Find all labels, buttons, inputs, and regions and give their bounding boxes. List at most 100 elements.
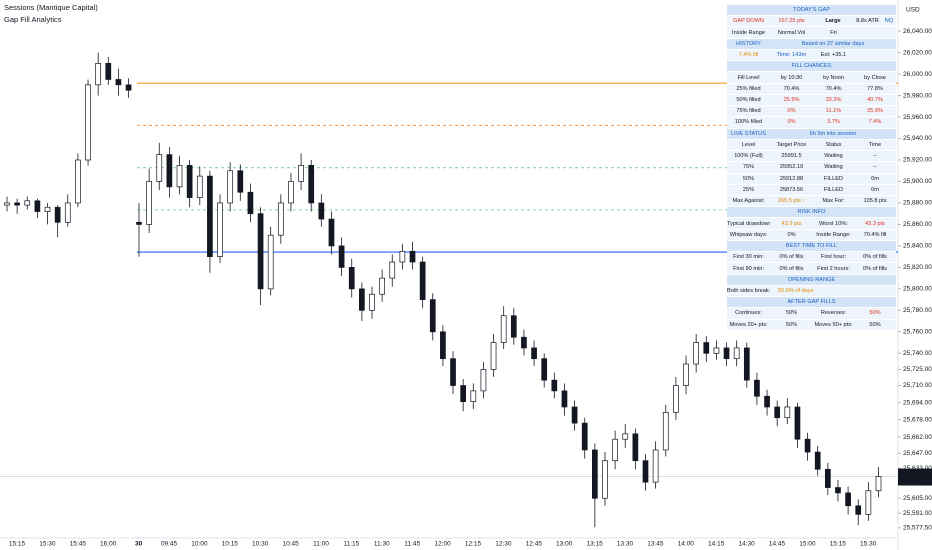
table-header-row: FILL CHANCES <box>727 61 896 73</box>
candle-body <box>561 390 568 408</box>
table-cell: 75% filled <box>736 108 761 115</box>
candle-body <box>814 451 821 470</box>
y-tick-label: 25,780.00 <box>903 307 932 314</box>
table-cell: 25952.19 <box>779 164 804 171</box>
candle-body <box>683 363 689 386</box>
candle-body <box>480 369 487 392</box>
y-tick-label: 25,647.00 <box>903 450 932 457</box>
x-tick-label: 16:00 <box>100 541 117 548</box>
y-tick-label: 25,678.00 <box>903 417 932 424</box>
table-cell: 11.1% <box>825 108 842 115</box>
table-cell: Typical drawdown: <box>727 220 770 227</box>
table-cell: 7.4% fill <box>738 52 759 59</box>
y-tick-label: 25,860.00 <box>903 221 932 228</box>
candle-body <box>490 342 497 370</box>
table-cell: 0% of fills <box>863 254 887 261</box>
x-tick-label: 14:45 <box>769 541 786 548</box>
x-tick-label: 10:30 <box>252 541 269 548</box>
table-cell: Max For: <box>822 198 845 205</box>
countdown-label: 00:57 <box>901 477 918 484</box>
table-cell: 55.6% of days <box>778 287 814 294</box>
table-header-row: RISK INFO <box>727 207 896 219</box>
table-cell: 50% <box>785 321 798 328</box>
candle-body <box>176 165 183 188</box>
candle-body <box>166 154 173 188</box>
table-cell: 25991.5 <box>781 153 802 160</box>
table-cell: 40.7% <box>867 96 883 103</box>
candle-body <box>784 406 791 419</box>
table-cell: TODAY'S GAP <box>793 7 830 14</box>
chart-subtitle: Gap Fill Analytics <box>4 15 62 24</box>
y-tick-label: 25,820.00 <box>903 264 932 271</box>
candle-body <box>733 347 740 360</box>
table-cell: 70.4% <box>783 85 800 92</box>
table-cell: 8.8x ATR <box>856 18 879 25</box>
table-cell: Inside Range: <box>816 231 851 238</box>
y-tick-label: 25,694.00 <box>903 399 932 406</box>
table-header-row: TODAY'S GAP <box>727 5 896 17</box>
table-cell: 25873.56 <box>779 186 804 193</box>
table-cell: First 30 min: <box>733 254 764 261</box>
table-cell: Inside Range <box>732 29 765 36</box>
candle-body <box>64 202 71 223</box>
table-cell: Waiting <box>824 164 843 171</box>
table-row: 75% filled 0% 11.1% 25.9% <box>727 106 896 118</box>
candle-body <box>774 406 781 419</box>
candle-body <box>662 412 669 451</box>
x-tick-label: 15:15 <box>9 541 26 548</box>
table-cell: Reverses: <box>820 310 847 317</box>
x-tick-label: 09:45 <box>161 541 178 548</box>
candle-body <box>642 460 649 483</box>
x-tick-label: 13:15 <box>586 541 603 548</box>
candle-body <box>835 487 841 494</box>
table-cell: GAP DOWN <box>733 18 764 25</box>
candle-body <box>338 245 345 268</box>
table-cell: 75% <box>742 164 755 171</box>
candle-body <box>824 468 831 488</box>
candle-body <box>541 358 548 381</box>
x-tick-label: 14:30 <box>738 541 755 548</box>
candle-body <box>389 261 396 279</box>
candle-body <box>146 181 152 225</box>
table-cell: 50% filled <box>736 96 761 103</box>
candle-body <box>845 492 851 507</box>
candle-body <box>551 379 558 392</box>
x-tick-label: 14:00 <box>678 541 695 548</box>
x-tick-label: 10:15 <box>222 541 239 548</box>
table-cell: 25.9% <box>867 108 883 115</box>
table-cell: 7.4% <box>868 119 882 126</box>
table-row: 100% filled 0% 3.7% 7.4% <box>727 117 896 129</box>
candle-body <box>75 159 81 204</box>
table-row: Continues: 50% Reverses: 50% <box>727 308 896 320</box>
candle-body <box>602 460 608 499</box>
table-row: 50% filled 25.9% 33.3% 40.7% <box>727 94 896 107</box>
y-tick-label: 25,940.00 <box>903 135 932 142</box>
table-row: 50% 25912.88 FILLED 0m <box>727 173 896 185</box>
x-tick-label: 15:30 <box>39 541 56 548</box>
table-cell: Whipsaw days: <box>729 231 768 238</box>
candle-body <box>85 84 91 161</box>
x-tick-label: 10:00 <box>191 541 208 548</box>
table-cell: 0m <box>871 175 879 182</box>
chart-title: Sessions (Mantique Capital) <box>4 3 98 12</box>
table-cell: 50% <box>869 321 881 328</box>
y-tick-label: 25,880.00 <box>903 200 932 207</box>
stats-table: TODAY'S GAP GAP DOWN 157.25 pts Large 8.8x A… <box>727 5 896 331</box>
x-tick-label: 30 <box>135 541 143 548</box>
candle-body <box>136 221 142 225</box>
y-tick-label: 25,980.00 <box>903 92 932 99</box>
candle-body <box>288 181 294 204</box>
candle-body <box>359 288 365 311</box>
x-tick-label: 11:00 <box>313 541 329 548</box>
table-cell: 265.5 pts ↑ <box>777 198 806 205</box>
candle-body <box>612 438 618 462</box>
y-tick-label: 25,710.00 <box>903 382 932 389</box>
table-row: Max Against: 265.5 pts ↑ Max For: 105.8 pts <box>727 195 896 208</box>
table-cell: AFTER GAP FILLS <box>787 299 836 306</box>
table-cell: Large <box>825 18 841 25</box>
x-tick-label: 12:15 <box>465 541 482 548</box>
candle-body <box>632 433 639 462</box>
candle-body <box>105 63 112 80</box>
y-tick-label: 25,662.00 <box>903 434 932 441</box>
x-tick-label: 15:30 <box>860 541 877 548</box>
